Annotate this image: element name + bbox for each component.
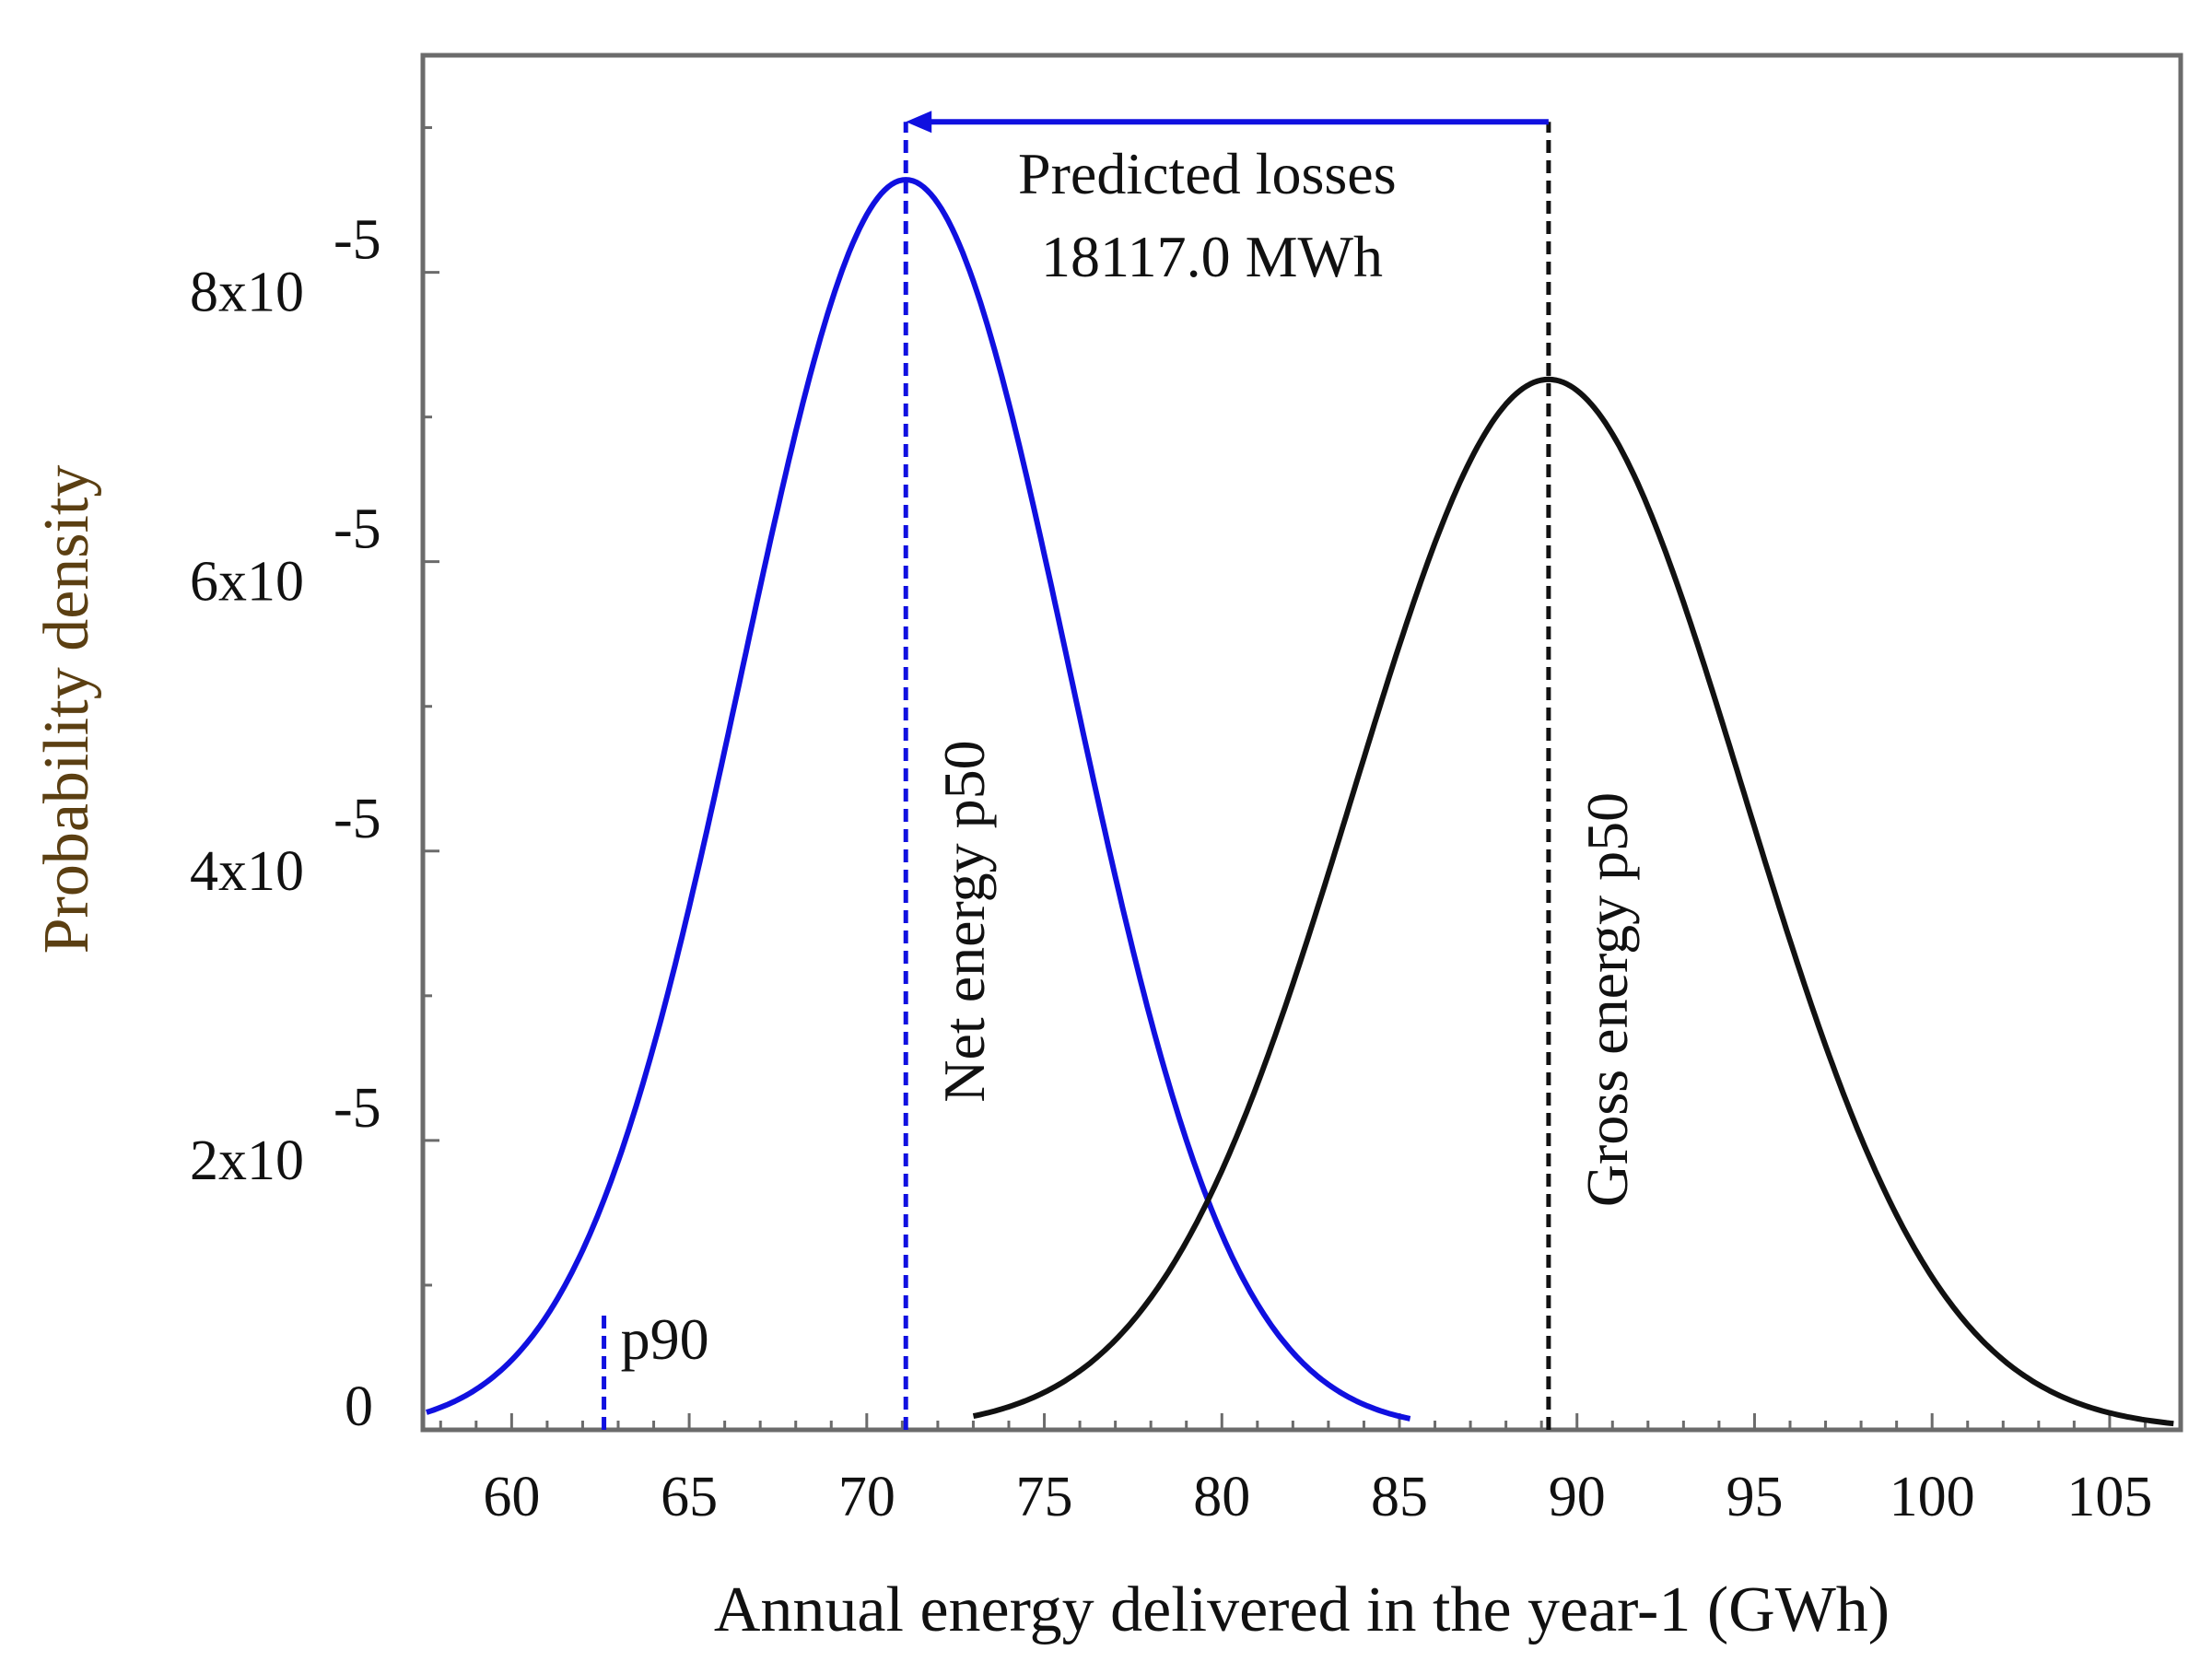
x-axis-title: Annual energy delivered in the year-1 (G… [714, 1574, 1890, 1645]
y-axis-title: Probability density [31, 465, 102, 954]
x-tick-label: 105 [2066, 1466, 2152, 1528]
y-tick-label: 6x10 [190, 551, 304, 614]
y-ticks: 0 2x10 -5 4x10 -5 6x10 -5 8x10 -5 [190, 126, 439, 1438]
losses-arrow-head [906, 111, 932, 134]
x-tick-label: 60 [483, 1466, 540, 1528]
y-tick-label: 0 [345, 1375, 373, 1438]
y-tick-label: 8x10 [190, 262, 304, 324]
losses-label-line1: Predicted losses [1018, 141, 1397, 206]
series-group [425, 177, 2174, 1427]
x-ticks: 60 65 70 75 80 85 90 95 100 105 [439, 1413, 2183, 1528]
gross-energy-curve [972, 376, 2174, 1427]
x-tick-label: 85 [1371, 1466, 1428, 1528]
x-tick-label: 80 [1193, 1466, 1250, 1528]
p90-label: p90 [621, 1306, 709, 1372]
y-tick-exponent: -5 [334, 498, 381, 561]
y-tick-exponent: -5 [334, 1077, 381, 1140]
y-tick-exponent: -5 [334, 209, 381, 272]
x-tick-label: 70 [838, 1466, 895, 1528]
x-tick-label: 65 [661, 1466, 718, 1528]
x-tick-label: 100 [1890, 1466, 1975, 1528]
net-p50-label: Net energy p50 [931, 740, 997, 1102]
y-tick-label: 2x10 [190, 1129, 304, 1192]
gross-p50-label: Gross energy p50 [1574, 792, 1640, 1207]
x-tick-label: 95 [1726, 1466, 1783, 1528]
markers-group: p90 Net energy p50 Gross energy p50 [602, 111, 1640, 1430]
y-tick-exponent: -5 [334, 788, 381, 850]
x-tick-label: 90 [1549, 1466, 1606, 1528]
y-tick-label: 4x10 [190, 840, 304, 903]
x-tick-label: 75 [1016, 1466, 1073, 1528]
net-energy-curve [425, 177, 1411, 1422]
losses-label-line2: 18117.0 MWh [1041, 224, 1383, 289]
